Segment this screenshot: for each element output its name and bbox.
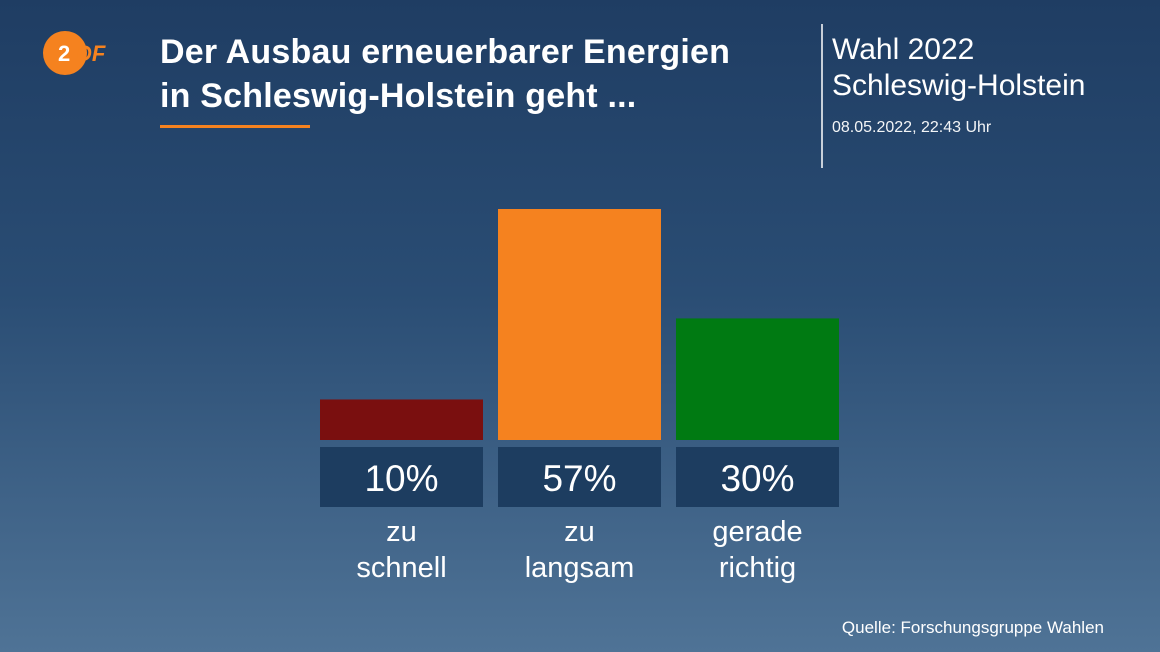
category-label-1-0: zu (564, 516, 595, 548)
value-label-2: 30% (720, 458, 794, 499)
svg-text:DF: DF (76, 41, 106, 66)
category-label-2-0: gerade (712, 516, 802, 548)
bar-1 (498, 209, 661, 440)
result-timestamp: 08.05.2022, 22:43 Uhr (832, 119, 992, 136)
election-region: Schleswig-Holstein (832, 69, 1086, 102)
election-name: Wahl 2022 (832, 33, 975, 66)
chart-title-line-2: in Schleswig-Holstein geht ... (160, 77, 637, 115)
value-label-0: 10% (364, 458, 438, 499)
value-label-box-2 (676, 447, 839, 507)
bar-0 (320, 399, 483, 440)
chart-title: Der Ausbau erneuerbarer Energien in Schl… (160, 30, 800, 118)
title-accent-line (160, 125, 310, 128)
value-label-box-1 (498, 447, 661, 507)
value-label-1: 57% (542, 458, 616, 499)
bar-2 (676, 318, 839, 440)
category-label-1-1: langsam (525, 552, 635, 584)
header-divider (821, 24, 823, 168)
chart-title-line-1: Der Ausbau erneuerbarer Energien (160, 33, 731, 71)
zdf-logo: 2 DF (43, 31, 106, 75)
category-label-2-1: richtig (719, 552, 796, 584)
value-label-box-0 (320, 447, 483, 507)
category-label-0-0: zu (386, 516, 417, 548)
election-context: Wahl 2022 Schleswig-Holstein 08.05.2022,… (832, 32, 1152, 138)
svg-text:2: 2 (58, 41, 70, 66)
source-note: Quelle: Forschungsgruppe Wahlen (841, 618, 1104, 637)
category-label-0-1: schnell (356, 552, 446, 584)
